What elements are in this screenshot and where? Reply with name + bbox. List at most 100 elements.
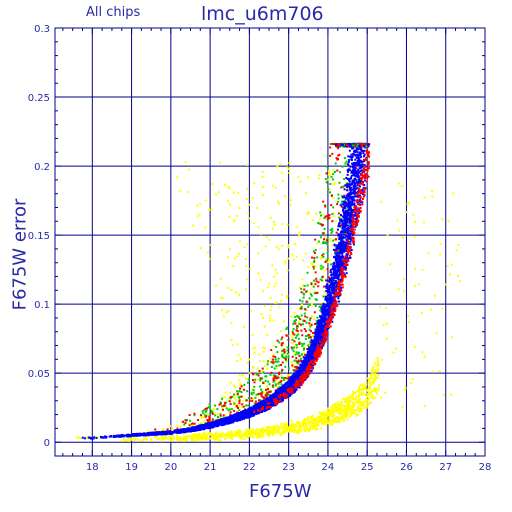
yellow-point <box>337 408 340 411</box>
yellow-point <box>239 357 242 360</box>
yellow-point <box>270 429 273 432</box>
yellow-point <box>175 438 178 441</box>
yellow-point <box>380 200 383 203</box>
yellow-point <box>198 432 201 435</box>
green-point <box>329 142 332 145</box>
green-point <box>298 322 301 325</box>
green-point <box>317 240 320 243</box>
blue-point <box>347 198 350 201</box>
blue-point <box>349 183 352 186</box>
yellow-point <box>372 365 375 368</box>
green-point <box>272 374 275 377</box>
blue-point <box>338 263 341 266</box>
yellow-point <box>276 165 279 168</box>
yellow-point <box>356 400 359 403</box>
yellow-point <box>210 434 213 437</box>
blue-point <box>333 261 336 264</box>
green-point <box>331 230 334 233</box>
blue-point <box>257 405 260 408</box>
yellow-point <box>314 327 317 330</box>
blue-point <box>131 434 134 437</box>
yellow-point <box>249 428 252 431</box>
yellow-point <box>314 265 317 268</box>
blue-point <box>317 342 320 345</box>
yellow-point <box>202 431 205 434</box>
green-point <box>316 256 319 259</box>
yellow-point <box>309 415 312 418</box>
yellow-point <box>332 410 335 413</box>
yellow-point <box>449 273 452 276</box>
yellow-point <box>338 417 341 420</box>
green-point <box>275 365 278 368</box>
yellow-point <box>368 380 371 383</box>
yellow-point <box>139 439 142 442</box>
red-point <box>197 419 200 422</box>
yellow-point <box>273 427 276 430</box>
yellow-point <box>288 430 291 433</box>
yellow-point <box>206 437 209 440</box>
yellow-point <box>323 414 326 417</box>
green-point <box>268 383 271 386</box>
yellow-point <box>254 346 257 349</box>
red-point <box>296 330 299 333</box>
green-point <box>183 423 186 426</box>
red-point <box>200 414 203 417</box>
yellow-point <box>362 383 365 386</box>
yellow-point <box>328 409 331 412</box>
yellow-point <box>281 223 284 226</box>
green-point <box>208 407 211 410</box>
red-point <box>314 238 317 241</box>
yellow-point <box>185 437 188 440</box>
yellow-point <box>385 337 388 340</box>
yellow-point <box>198 213 201 216</box>
red-point <box>304 315 307 318</box>
yellow-point <box>401 184 404 187</box>
yellow-point <box>368 382 371 385</box>
yellow-point <box>333 404 336 407</box>
blue-point <box>310 339 313 342</box>
green-point <box>245 404 248 407</box>
yellow-point <box>373 369 376 372</box>
red-point <box>248 399 251 402</box>
green-point <box>261 390 264 393</box>
green-point <box>319 214 322 217</box>
yellow-point <box>282 425 285 428</box>
yellow-point <box>314 428 317 431</box>
blue-point <box>357 153 360 156</box>
yellow-point <box>298 286 301 289</box>
yellow-point <box>168 435 171 438</box>
yellow-point <box>288 374 291 377</box>
blue-point <box>319 320 322 323</box>
blue-point <box>93 436 96 439</box>
yellow-point <box>277 425 280 428</box>
blue-point <box>341 219 344 222</box>
yellow-point <box>330 419 333 422</box>
yellow-point <box>274 269 277 272</box>
red-point <box>315 292 318 295</box>
red-point <box>292 332 295 335</box>
yellow-point <box>157 438 160 441</box>
blue-point <box>323 340 326 343</box>
yellow-point <box>441 218 444 221</box>
red-point <box>228 400 231 403</box>
blue-point <box>335 269 338 272</box>
yellow-point <box>367 391 370 394</box>
blue-point <box>167 430 170 433</box>
yellow-point <box>293 312 296 315</box>
yellow-point <box>350 414 353 417</box>
red-point <box>310 342 313 345</box>
yellow-point <box>300 429 303 432</box>
yellow-point <box>303 351 306 354</box>
yellow-point <box>279 426 282 429</box>
yellow-point <box>329 240 332 243</box>
yellow-point <box>370 390 373 393</box>
yellow-point <box>316 242 319 245</box>
yellow-point <box>261 193 264 196</box>
yellow-point <box>311 335 314 338</box>
yellow-point <box>314 422 317 425</box>
yellow-point <box>238 431 241 434</box>
yellow-point <box>314 290 317 293</box>
green-point <box>275 345 278 348</box>
yellow-point <box>375 377 378 380</box>
yellow-point <box>219 439 222 442</box>
